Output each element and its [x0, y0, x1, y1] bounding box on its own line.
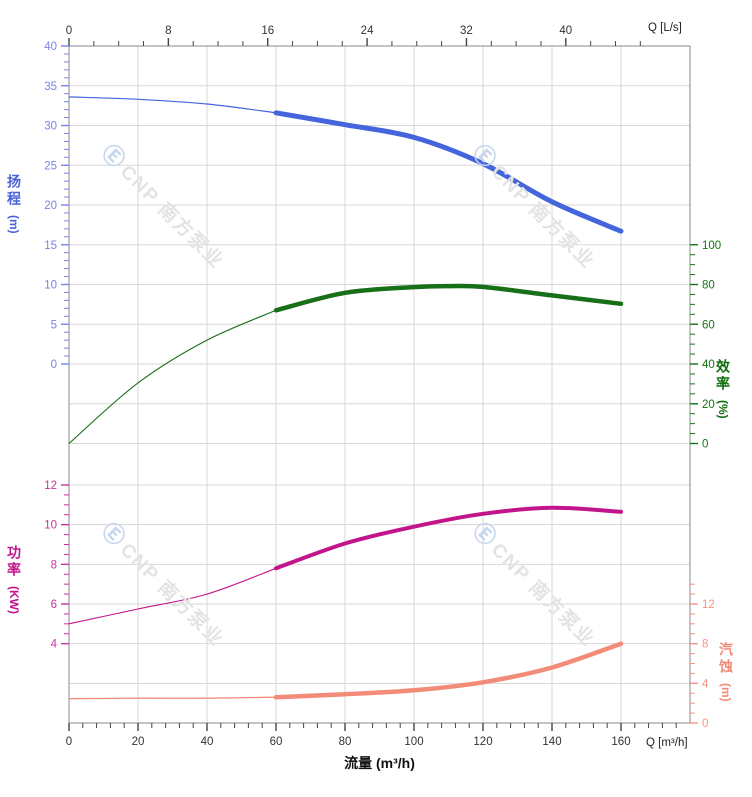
gridlines [69, 46, 690, 723]
head-curve [273, 110, 624, 234]
plot-border [68, 45, 691, 724]
power-axis-title-text: 功率 [6, 545, 22, 579]
top-axis-tick-label: 16 [261, 25, 274, 37]
bottom-axis-unit-label: Q [m³/h] [646, 737, 688, 749]
power-tick-label: 12 [44, 480, 57, 492]
head-axis-title-text: 扬程 [6, 174, 22, 208]
bottom-axis-tick-label: 140 [542, 736, 561, 748]
head-tick-label: 0 [51, 359, 57, 371]
power-axis-title: 功率 (KW) [6, 545, 22, 614]
npsh-tick-label: 0 [702, 718, 708, 730]
bottom-axis-tick-label: 20 [132, 736, 145, 748]
top-axis-tick-label: 40 [559, 25, 572, 37]
bottom-axis-tick-label: 80 [339, 736, 352, 748]
head-tick-label: 10 [44, 280, 57, 292]
npsh-tick-label: 8 [702, 639, 708, 651]
bottom-axis-tick-label: 0 [66, 736, 72, 748]
top-axis-tick-label: 8 [165, 25, 171, 37]
head-curve-thin [68, 96, 277, 114]
npsh-tick-label: 12 [702, 599, 715, 611]
eff-axis-ticks [690, 244, 698, 445]
power-curve-thin [68, 567, 277, 625]
head-tick-label: 40 [44, 41, 57, 53]
bottom-axis-tick-label: 100 [404, 736, 423, 748]
efficiency-axis-title: 效率 (%) [715, 359, 731, 419]
npsh-axis-unit: (m) [719, 683, 733, 702]
top-axis-tick-label: 32 [460, 25, 473, 37]
npsh-curve [273, 641, 624, 700]
npsh-curve-thin [68, 696, 277, 700]
npsh-tick-label: 4 [702, 678, 709, 690]
npsh-axis-title: 汽蚀 (m) [718, 642, 734, 702]
head-tick-label: 25 [44, 160, 57, 172]
top-axis-unit-label: Q [L/s] [648, 22, 682, 34]
bottom-axis-tick-label: 40 [201, 736, 214, 748]
bottom-axis-ticks [68, 723, 677, 731]
head-axis-title: 扬程 (m) [6, 174, 22, 234]
head-tick-label: 15 [44, 240, 57, 252]
flow-axis-title: 流量 (m³/h) [344, 755, 415, 771]
efficiency-axis-unit: (%) [716, 400, 730, 419]
bottom-axis-tick-label: 160 [611, 736, 630, 748]
top-axis-tick-label: 0 [66, 25, 72, 37]
efficiency-axis-title-text: 效率 [715, 359, 731, 393]
power-axis-unit: (KW) [7, 586, 21, 614]
eff-tick-label: 20 [702, 399, 715, 411]
bottom-axis-tick-label: 60 [270, 736, 283, 748]
head-tick-label: 30 [44, 121, 57, 133]
power-tick-label: 8 [51, 559, 57, 571]
eff-tick-label: 40 [702, 359, 715, 371]
head-tick-label: 5 [51, 319, 57, 331]
eff-tick-label: 60 [702, 319, 715, 331]
power-curve [274, 505, 623, 571]
head-axis-unit: (m) [7, 215, 21, 234]
power-tick-label: 4 [51, 639, 58, 651]
head-tick-label: 35 [44, 81, 57, 93]
head-tick-label: 20 [44, 200, 57, 212]
power-axis-ticks [61, 484, 69, 645]
eff-tick-label: 100 [702, 240, 721, 252]
efficiency-curve-thin [68, 309, 277, 444]
efficiency-curve [273, 283, 624, 313]
npsh-axis-ticks [690, 583, 698, 724]
top-axis-ticks [68, 38, 641, 46]
power-tick-label: 10 [44, 520, 57, 532]
npsh-axis-title-text: 汽蚀 [718, 642, 734, 676]
top-axis-tick-label: 24 [361, 25, 374, 37]
bottom-axis-tick-label: 120 [473, 736, 492, 748]
power-tick-label: 6 [51, 599, 57, 611]
eff-tick-label: 0 [702, 439, 708, 451]
eff-tick-label: 80 [702, 280, 715, 292]
head-axis-ticks [61, 45, 69, 365]
